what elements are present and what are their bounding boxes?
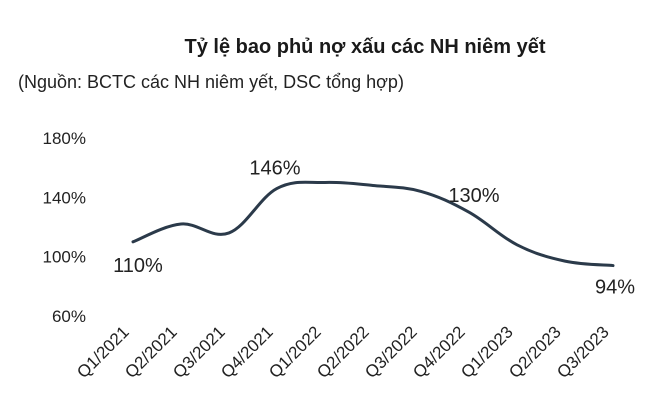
x-tick-label: Q3/2023: [553, 322, 613, 382]
x-tick-label: Q3/2021: [169, 322, 229, 382]
x-tick-label: Q3/2022: [361, 322, 421, 382]
data-label: 110%: [113, 255, 163, 277]
x-tick-label: Q1/2021: [73, 322, 133, 382]
y-tick-label: 140%: [43, 188, 86, 207]
x-tick-label: Q1/2023: [457, 322, 517, 382]
x-tick-label: Q4/2021: [217, 322, 277, 382]
x-tick-label: Q1/2022: [265, 322, 325, 382]
x-axis: Q1/2021Q2/2021Q3/2021Q4/2021Q1/2022Q2/20…: [73, 322, 613, 382]
y-axis: 60% 100% 140% 180%: [43, 129, 86, 326]
x-tick-label: Q2/2021: [121, 322, 181, 382]
x-tick-label: Q4/2022: [409, 322, 469, 382]
x-tick-label: Q2/2022: [313, 322, 373, 382]
data-label: 94%: [595, 277, 635, 299]
y-tick-label: 180%: [43, 129, 86, 148]
chart-subtitle: (Nguồn: BCTC các NH niêm yết, DSC tổng h…: [18, 72, 404, 92]
chart-title: Tỷ lệ bao phủ nợ xấu các NH niêm yết: [184, 36, 546, 58]
y-tick-label: 60%: [52, 307, 86, 326]
data-labels: 110% 146% 130% 94%: [113, 157, 635, 298]
data-label: 146%: [249, 157, 300, 179]
y-tick-label: 100%: [43, 248, 86, 267]
data-label: 130%: [448, 185, 499, 207]
series-line: [131, 180, 615, 268]
series-layer: [131, 180, 615, 268]
x-tick-label: Q2/2023: [505, 322, 565, 382]
